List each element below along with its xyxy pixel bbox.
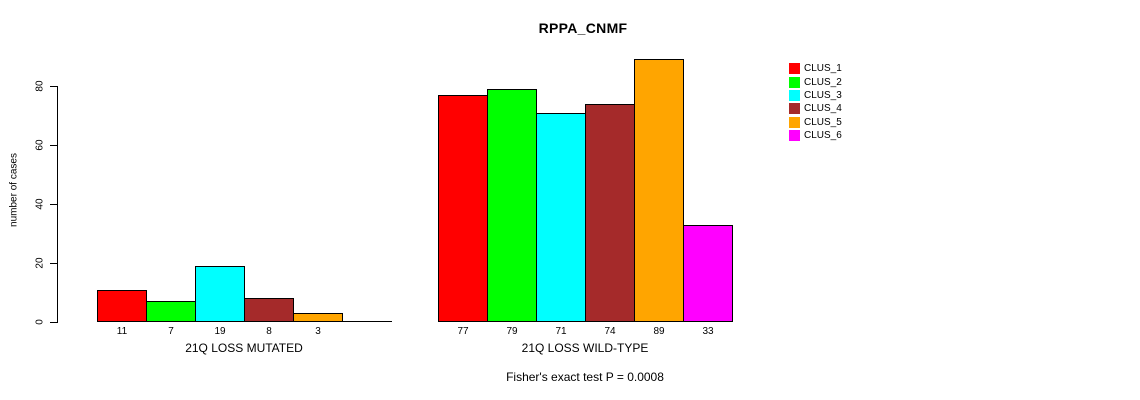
y-axis-title: number of cases [8,153,20,227]
legend-swatch-icon [789,116,800,128]
bar-value-label: 71 [555,326,567,337]
legend-item-clus_4: CLUS_4 [789,102,842,115]
bar-value-label: 7 [168,326,174,337]
legend: CLUS_1 CLUS_2 CLUS_3 CLUS_4 CLUS_5 CLUS_6 [789,62,842,142]
bar-clus_5 [634,59,684,322]
bar-clus_2 [487,89,537,322]
legend-label: CLUS_4 [804,103,842,115]
legend-swatch-icon [789,89,800,101]
legend-label: CLUS_5 [804,116,842,128]
bar-value-label: 77 [457,326,469,337]
legend-swatch-icon [789,103,800,115]
legend-item-clus_5: CLUS_5 [789,116,842,129]
bar-value-label: 11 [116,326,128,337]
legend-swatch-icon [789,76,800,88]
fisher-test-annotation: Fisher's exact test P = 0.0008 [506,370,664,384]
legend-label: CLUS_2 [804,76,842,88]
bar-clus_4 [244,298,294,322]
y-tick-label: 40 [34,198,46,210]
bar-value-label: 33 [702,326,714,337]
bar-clus_5 [293,313,343,322]
bar-value-label: 89 [653,326,665,337]
legend-swatch-icon [789,63,800,75]
y-tick-label: 0 [34,319,46,325]
y-tick [50,145,57,146]
y-tick [50,86,57,87]
bar-value-label: 74 [604,326,616,337]
bar-clus_1 [97,290,147,322]
bar-clus_2 [146,301,196,322]
legend-item-clus_2: CLUS_2 [789,75,842,88]
y-tick [50,322,57,323]
bar-clus_4 [585,104,635,322]
x-group-label-mutated: 21Q LOSS MUTATED [185,341,303,355]
y-tick [50,263,57,264]
y-axis-line [57,86,58,323]
bar-clus_3 [536,113,586,322]
legend-item-clus_3: CLUS_3 [789,89,842,102]
bar-value-label: 8 [266,326,272,337]
bar-clus_3 [195,266,245,322]
bar-value-label: 19 [214,326,226,337]
bar-value-label: 79 [506,326,518,337]
bar-clus_6 [683,225,733,322]
legend-label: CLUS_6 [804,130,842,142]
y-tick [50,204,57,205]
legend-item-clus_6: CLUS_6 [789,129,842,142]
bar-value-label: 3 [315,326,321,337]
legend-item-clus_1: CLUS_1 [789,62,842,75]
legend-label: CLUS_3 [804,89,842,101]
legend-label: CLUS_1 [804,63,842,75]
y-tick-label: 60 [34,139,46,151]
x-group-label-wild-type: 21Q LOSS WILD-TYPE [521,341,649,355]
legend-swatch-icon [789,130,800,142]
bar-clus_1 [438,95,488,322]
y-tick-label: 80 [34,80,46,92]
y-tick-label: 20 [34,257,46,269]
chart-title: RPPA_CNMF [538,20,628,36]
